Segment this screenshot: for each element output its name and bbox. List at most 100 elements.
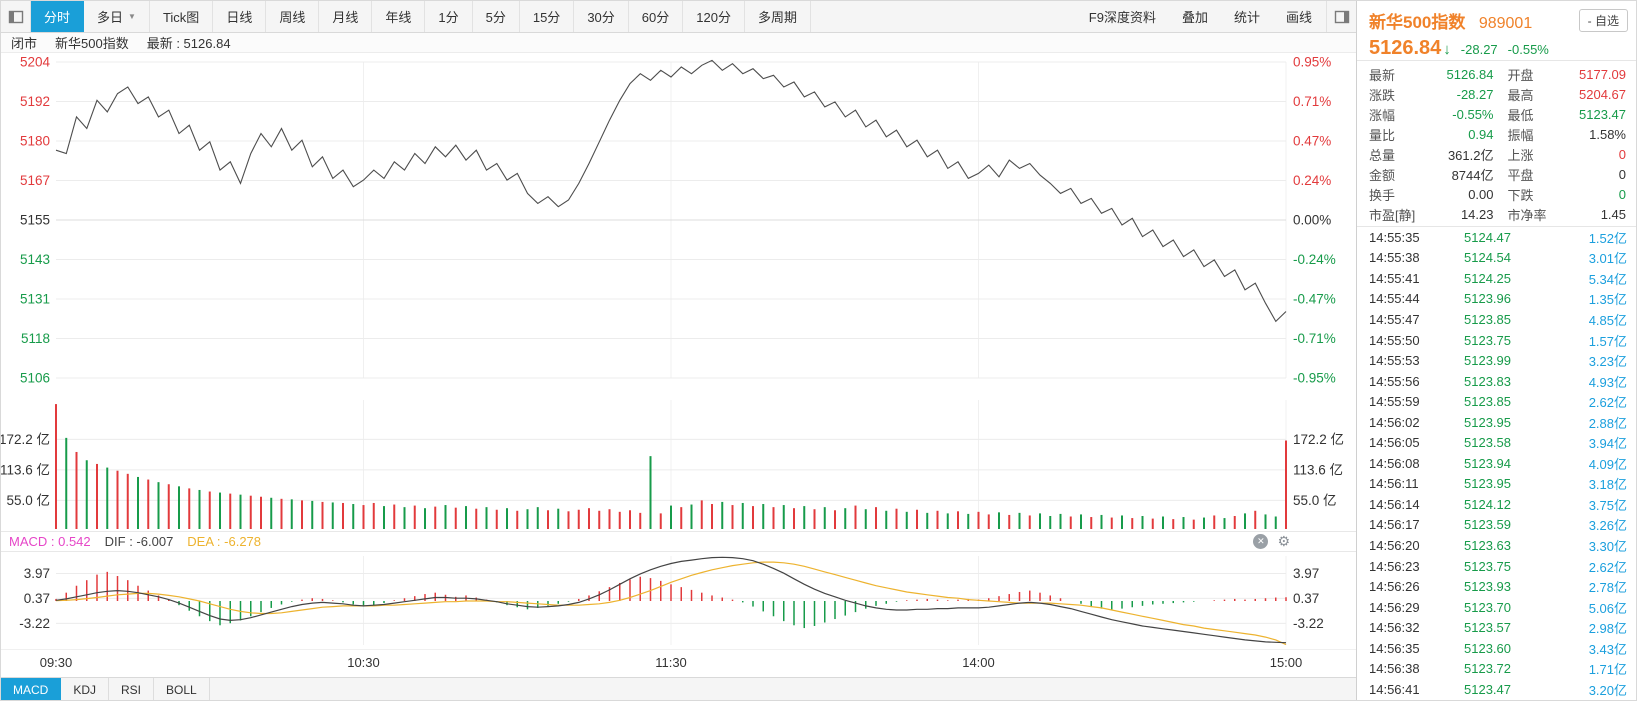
panel-toggle-icon[interactable] <box>1326 1 1356 32</box>
period-tab-11[interactable]: 60分 <box>629 1 684 32</box>
tick-row: 14:56:41 5123.47 3.20亿 <box>1357 679 1636 700</box>
quote-grid: 最新 5126.84 开盘 5177.09 涨跌 -28.27 最高 5204.67 涨幅 -0.… <box>1357 61 1636 227</box>
quote-label: 涨幅 <box>1369 107 1396 123</box>
macd-axis-label: 3.97 <box>24 566 50 581</box>
period-tab-8[interactable]: 5分 <box>473 1 520 32</box>
toolbar-action-1[interactable]: 叠加 <box>1181 10 1208 25</box>
tick-volume: 2.88亿 <box>1588 415 1627 431</box>
period-tab-7[interactable]: 1分 <box>425 1 473 32</box>
indicator-tab-KDJ[interactable]: KDJ <box>61 678 110 700</box>
tick-price: 5123.85 <box>1464 394 1511 410</box>
quote-row: 市盈[静] 14.23 市净率 1.45 <box>1357 204 1636 224</box>
indicator-tab-BOLL[interactable]: BOLL <box>154 678 210 700</box>
indicator-tab-RSI[interactable]: RSI <box>109 678 155 700</box>
tick-row: 14:56:17 5123.59 3.26亿 <box>1357 515 1636 536</box>
volume-chart[interactable]: 172.2 亿 172.2 亿 113.6 亿 113.6 亿 55.0 亿 55.0 亿 <box>1 394 1356 531</box>
tick-volume: 4.93亿 <box>1588 374 1627 390</box>
tick-price: 5123.85 <box>1464 311 1511 327</box>
pct-axis-label: 0.71% <box>1293 94 1331 109</box>
tick-time: 14:56:41 <box>1369 681 1420 697</box>
watchlist-button[interactable]: - 自选 <box>1578 9 1628 32</box>
pct-axis-label: 0.24% <box>1293 173 1331 188</box>
tick-row: 14:56:35 5123.60 3.43亿 <box>1357 638 1636 659</box>
quote-row: 金额 8744亿 平盘 0 <box>1357 164 1636 184</box>
period-tab-5[interactable]: 月线 <box>319 1 373 32</box>
tick-price: 5123.57 <box>1464 620 1511 636</box>
tick-volume: 5.34亿 <box>1588 271 1627 287</box>
tick-time: 14:55:50 <box>1369 332 1420 348</box>
quote-panel: 新华500指数 989001 - 自选 5126.84 ↓ -28.27 -0.… <box>1357 1 1636 700</box>
tick-row: 14:55:44 5123.96 1.35亿 <box>1357 289 1636 310</box>
volume-axis-label: 55.0 亿 <box>6 493 50 508</box>
tick-time: 14:56:08 <box>1369 455 1420 471</box>
quote-label: 最低 <box>1507 107 1534 123</box>
toolbar-action-3[interactable]: 画线 <box>1285 10 1312 25</box>
tick-price: 5124.54 <box>1464 250 1511 266</box>
status-latest-price: 最新 : 5126.84 <box>146 36 231 51</box>
tick-volume: 3.43亿 <box>1588 641 1627 657</box>
price-axis-label: 5118 <box>21 331 50 346</box>
toolbar-right-items: F9深度资料 叠加 统计 画线 <box>1089 1 1326 32</box>
tick-row: 14:56:32 5123.57 2.98亿 <box>1357 617 1636 638</box>
period-tab-1[interactable]: 多日 ▼ <box>84 1 150 32</box>
tick-row: 14:55:56 5123.83 4.93亿 <box>1357 371 1636 392</box>
status-index-name: 新华500指数 <box>55 36 129 51</box>
quote-value: -0.55% <box>1452 106 1494 122</box>
time-axis: 09:30 10:30 11:30 14:00 15:00 <box>1 649 1356 677</box>
quote-value: 0.00 <box>1468 186 1494 202</box>
macd-chart[interactable]: 3.97 3.97 0.37 0.37 -3.22 -3.22 <box>1 552 1356 649</box>
tick-price: 5123.63 <box>1464 537 1511 553</box>
intraday-price-chart[interactable]: 5204 0.95% 5192 0.71% 5180 0.47% 5167 0.24% 5155… <box>1 53 1356 394</box>
price-axis-label: 5192 <box>20 94 50 109</box>
tick-time: 14:56:29 <box>1369 599 1420 615</box>
tick-price: 5123.83 <box>1464 373 1511 389</box>
sidebar-toggle-icon[interactable] <box>1 1 31 32</box>
pct-axis-label: -0.47% <box>1293 292 1336 307</box>
indicator-tabs: MACD KDJ RSI BOLL <box>1 677 1356 700</box>
tick-volume: 2.62亿 <box>1588 395 1627 411</box>
price-row: 5126.84 ↓ -28.27 -0.55% <box>1369 37 1626 60</box>
macd-axis-label: -3.22 <box>1293 616 1324 631</box>
period-tabs: 分时 多日 ▼ Tick图 日线 周线 月线 年线 1分 5分 15分 30分 60分 120分 多周期 <box>31 1 811 32</box>
tick-trade-list[interactable]: 14:55:35 5124.47 1.52亿 14:55:38 5124.54 3.01亿… <box>1357 227 1636 700</box>
price-chart-svg: 5204 0.95% 5192 0.71% 5180 0.47% 5167 0.24% 5155… <box>20 55 1336 386</box>
period-tab-3[interactable]: 日线 <box>213 1 267 32</box>
tick-price: 5123.75 <box>1464 332 1511 348</box>
tick-price: 5123.58 <box>1464 435 1511 451</box>
period-tab-4[interactable]: 周线 <box>266 1 320 32</box>
gear-icon[interactable]: ⚙ <box>1277 533 1290 549</box>
tick-volume: 3.75亿 <box>1588 497 1627 513</box>
tick-row: 14:56:14 5124.12 3.75亿 <box>1357 494 1636 515</box>
period-tab-6[interactable]: 年线 <box>372 1 426 32</box>
quote-row: 涨幅 -0.55% 最低 5123.47 <box>1357 104 1636 124</box>
macd-axis-label: -3.22 <box>19 616 50 631</box>
period-tab-9[interactable]: 15分 <box>520 1 575 32</box>
status-bar: 闭市 新华500指数 最新 : 5126.84 <box>1 33 1356 53</box>
tick-price: 5123.94 <box>1464 455 1511 471</box>
period-tab-2[interactable]: Tick图 <box>150 1 214 32</box>
toolbar-action-2[interactable]: 统计 <box>1233 10 1260 25</box>
tick-time: 14:55:59 <box>1369 394 1420 410</box>
quote-label: 换手 <box>1369 187 1396 203</box>
tick-volume: 3.23亿 <box>1588 354 1627 370</box>
toolbar-action-0[interactable]: F9深度资料 <box>1088 10 1156 25</box>
tick-volume: 3.01亿 <box>1588 251 1627 267</box>
close-icon[interactable]: ✕ <box>1253 534 1269 549</box>
period-tab-13[interactable]: 多周期 <box>745 1 811 32</box>
pct-axis-label: 0.95% <box>1293 55 1331 70</box>
volume-axis-label: 55.0 亿 <box>1293 493 1337 508</box>
price-axis-label: 5167 <box>20 173 50 188</box>
period-tab-0[interactable]: 分时 <box>31 1 85 32</box>
quote-value: 361.2亿 <box>1447 147 1494 163</box>
indicator-tab-MACD[interactable]: MACD <box>1 678 62 700</box>
price-axis-label: 5143 <box>20 252 50 267</box>
tick-time: 14:56:32 <box>1369 620 1420 636</box>
period-tab-10[interactable]: 30分 <box>574 1 629 32</box>
macd-axis-label: 0.37 <box>24 591 50 606</box>
tick-time: 14:56:05 <box>1369 435 1420 451</box>
tick-row: 14:56:26 5123.93 2.78亿 <box>1357 576 1636 597</box>
tick-row: 14:56:20 5123.63 3.30亿 <box>1357 535 1636 556</box>
period-tab-12[interactable]: 120分 <box>683 1 745 32</box>
tick-time: 14:55:44 <box>1369 291 1420 307</box>
quote-value: 0 <box>1618 186 1626 202</box>
